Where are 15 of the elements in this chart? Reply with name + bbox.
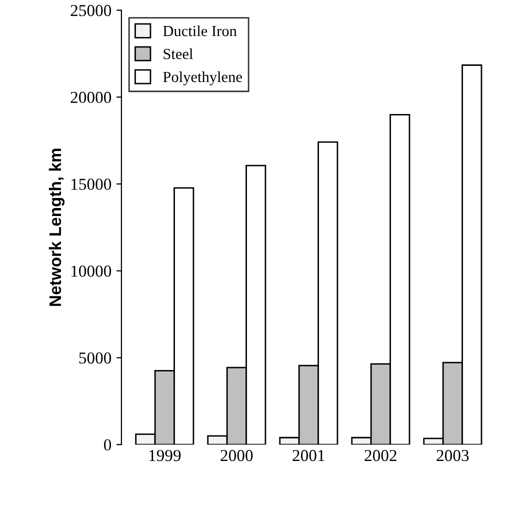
x-tick-label: 1999 xyxy=(149,450,181,462)
x-tick-label: 2001 xyxy=(292,450,324,462)
x-tick-label: 2000 xyxy=(220,450,253,462)
x-tick-label: 2002 xyxy=(364,450,396,462)
legend-label: Steel xyxy=(164,48,193,60)
y-axis-title: Network Length, km xyxy=(48,148,64,306)
y-tick-label: 15000 xyxy=(72,178,112,190)
y-tick-label: 0 xyxy=(104,439,112,451)
legend-label: Polyethylene xyxy=(163,71,242,86)
y-tick-label: 25000 xyxy=(70,4,112,16)
y-tick-label: 5000 xyxy=(79,352,112,364)
y-tick-label: 10000 xyxy=(72,266,112,277)
y-tick-label: 20000 xyxy=(70,92,112,104)
x-tick-label: 2003 xyxy=(436,450,469,462)
legend-label: Ductile Iron xyxy=(163,25,237,36)
